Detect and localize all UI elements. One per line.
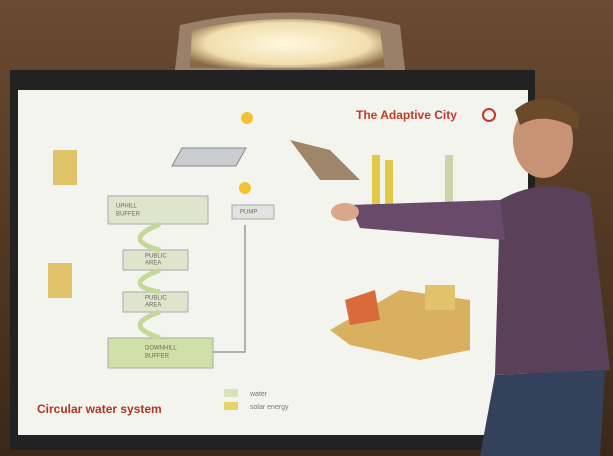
node-label: PUBLIC: [145, 254, 167, 260]
slide-title: The Adaptive City: [356, 108, 457, 122]
buffer: [108, 196, 208, 224]
node-label: AREA: [145, 261, 161, 267]
energy-icon: [239, 182, 251, 194]
hand: [331, 203, 359, 221]
node-label: PUMP: [240, 210, 257, 216]
legend-label: water: [249, 391, 268, 398]
node-label: BUFFER: [145, 354, 170, 360]
house: [53, 150, 77, 185]
legend-label: solar energy: [250, 404, 289, 411]
sun: [241, 112, 253, 124]
legend-swatch: [224, 402, 238, 410]
node-label: AREA: [145, 303, 161, 309]
solar-panel: [172, 148, 246, 166]
house: [48, 263, 72, 298]
legend-swatch: [224, 389, 238, 397]
photo: The Adaptive City Circular water system …: [0, 0, 613, 456]
node-label: BUFFER: [116, 212, 141, 218]
node-label: DOWNHILL: [145, 346, 177, 352]
window: [190, 19, 385, 68]
screen: [18, 90, 528, 435]
page: {"slide": { "title": "The Adaptive City"…: [0, 0, 613, 456]
slide-caption: Circular water system: [37, 402, 162, 416]
bar-graphic: [372, 155, 380, 210]
node-label: UPHILL: [116, 204, 138, 210]
node-label: PUBLIC: [145, 296, 167, 302]
jeans: [480, 370, 605, 456]
building: [425, 285, 455, 310]
